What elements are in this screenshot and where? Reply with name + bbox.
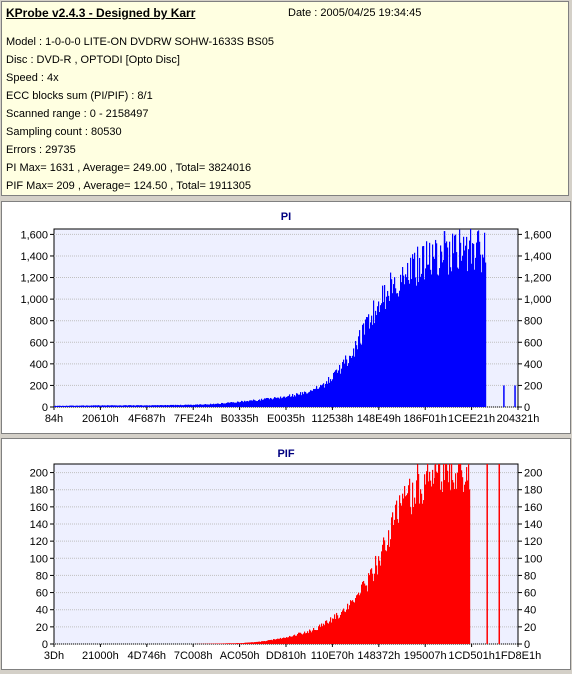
pif-y-tick-label: 20 [36,622,48,634]
pi-y-tick-label: 1,000 [20,294,48,306]
info-disc: Disc : DVD-R , OPTODI [Opto Disc] [6,54,180,66]
pi-y-tick-label-right: 1,000 [524,294,552,306]
pi-y-tick-label: 1,400 [20,251,48,263]
pif-y-tick-label: 60 [36,588,48,600]
pi-x-tick-label: 186F01h [403,413,446,425]
pif-y-tick-label: 180 [30,485,48,497]
pi-x-tick-label: B0335h [221,413,259,425]
pif-y-tick-label-right: 200 [524,468,542,480]
pif-y-tick-label-right: 60 [524,588,536,600]
info-speed: Speed : 4x [6,72,59,84]
pif-y-tick-label-right: 100 [524,553,542,565]
pif-y-tick-label: 120 [30,536,48,548]
pi-y-tick-label-right: 1,200 [524,273,552,285]
info-pif: PIF Max= 209 , Average= 124.50 , Total= … [6,180,251,192]
pi-y-tick-label: 400 [30,359,48,371]
pif-x-tick-label: 3Dh [44,650,64,662]
pif-y-tick-label-right: 40 [524,605,536,617]
pif-bar [469,489,470,644]
pi-y-tick-label-right: 200 [524,380,542,392]
pi-x-tick-label: 112538h [311,413,353,425]
pif-marker-line [499,464,501,644]
pi-x-tick-label: E0035h [267,413,305,425]
pif-x-tick-label: 1CD501h [448,650,494,662]
pi-peak-bar [444,231,446,407]
pif-y-tick-label: 100 [30,553,48,565]
pif-x-tick-label: 110E70h [311,650,354,662]
pi-x-tick-label: 1CEE21h [448,413,495,425]
pif-y-tick-label: 140 [30,519,48,531]
scan-date: Date : 2005/04/25 19:34:45 [288,7,421,19]
pif-y-tick-label-right: 120 [524,536,542,548]
pif-y-tick-label: 40 [36,605,48,617]
pi-y-tick-label: 200 [30,380,48,392]
pif-x-tick-label: DD810h [266,650,306,662]
pif-peak-bar [434,465,436,644]
pi-x-tick-label: 148E49h [357,413,401,425]
pi-y-tick-label: 800 [30,316,48,328]
info-sampling: Sampling count : 80530 [6,126,122,138]
pif-y-tick-label-right: 80 [524,570,536,582]
pi-spike [503,385,505,407]
pi-x-tick-label: 20610h [82,413,119,425]
pif-marker-line [486,464,488,644]
info-model: Model : 1-0-0-0 LITE-ON DVDRW SOHW-1633S… [6,36,274,48]
pif-y-tick-label-right: 20 [524,622,536,634]
app-title: KProbe v2.4.3 - Designed by Karr [6,6,195,20]
pi-x-tick-label: 7FE24h [174,413,213,425]
pif-y-tick-label-right: 140 [524,519,542,531]
pi-y-tick-label: 600 [30,337,48,349]
pi-spike [514,385,516,407]
pi-bar [485,263,486,407]
pi-y-tick-label-right: 800 [524,316,542,328]
pi-x-tick-label: 4F687h [128,413,165,425]
pif-chart-title: PIF [277,448,294,460]
pif-x-tick-label: 21000h [82,650,119,662]
pif-y-tick-label: 200 [30,468,48,480]
pif-x-tick-label: 1FD8E1h [495,650,541,662]
pi-y-tick-label-right: 1,400 [524,251,552,263]
info-range: Scanned range : 0 - 2158497 [6,108,149,120]
info-errors: Errors : 29735 [6,144,76,156]
info-panel: KProbe v2.4.3 - Designed by Karr Date : … [1,1,569,196]
pi-chart-title: PI [281,211,291,223]
pi-y-tick-label-right: 400 [524,359,542,371]
info-pi: PI Max= 1631 , Average= 249.00 , Total= … [6,162,251,174]
pi-x-tick-label: 204321h [497,413,540,425]
pif-y-tick-label-right: 160 [524,502,542,514]
pi-y-tick-label: 1,600 [20,229,48,241]
pif-x-tick-label: 7C008h [174,650,213,662]
pif-x-tick-label: 4D746h [128,650,167,662]
pif-y-tick-label: 160 [30,502,48,514]
pi-y-tick-label-right: 600 [524,337,542,349]
pi-x-tick-label: 84h [45,413,63,425]
pif-y-tick-label: 80 [36,570,48,582]
pif-x-tick-label: AC050h [220,650,260,662]
pif-x-tick-label: 148372h [357,650,400,662]
info-ecc: ECC blocks sum (PI/PIF) : 8/1 [6,90,153,102]
pif-x-tick-label: 195007h [404,650,447,662]
pi-y-tick-label-right: 1,600 [524,229,552,241]
pi-y-tick-label: 1,200 [20,273,48,285]
pif-y-tick-label-right: 180 [524,485,542,497]
